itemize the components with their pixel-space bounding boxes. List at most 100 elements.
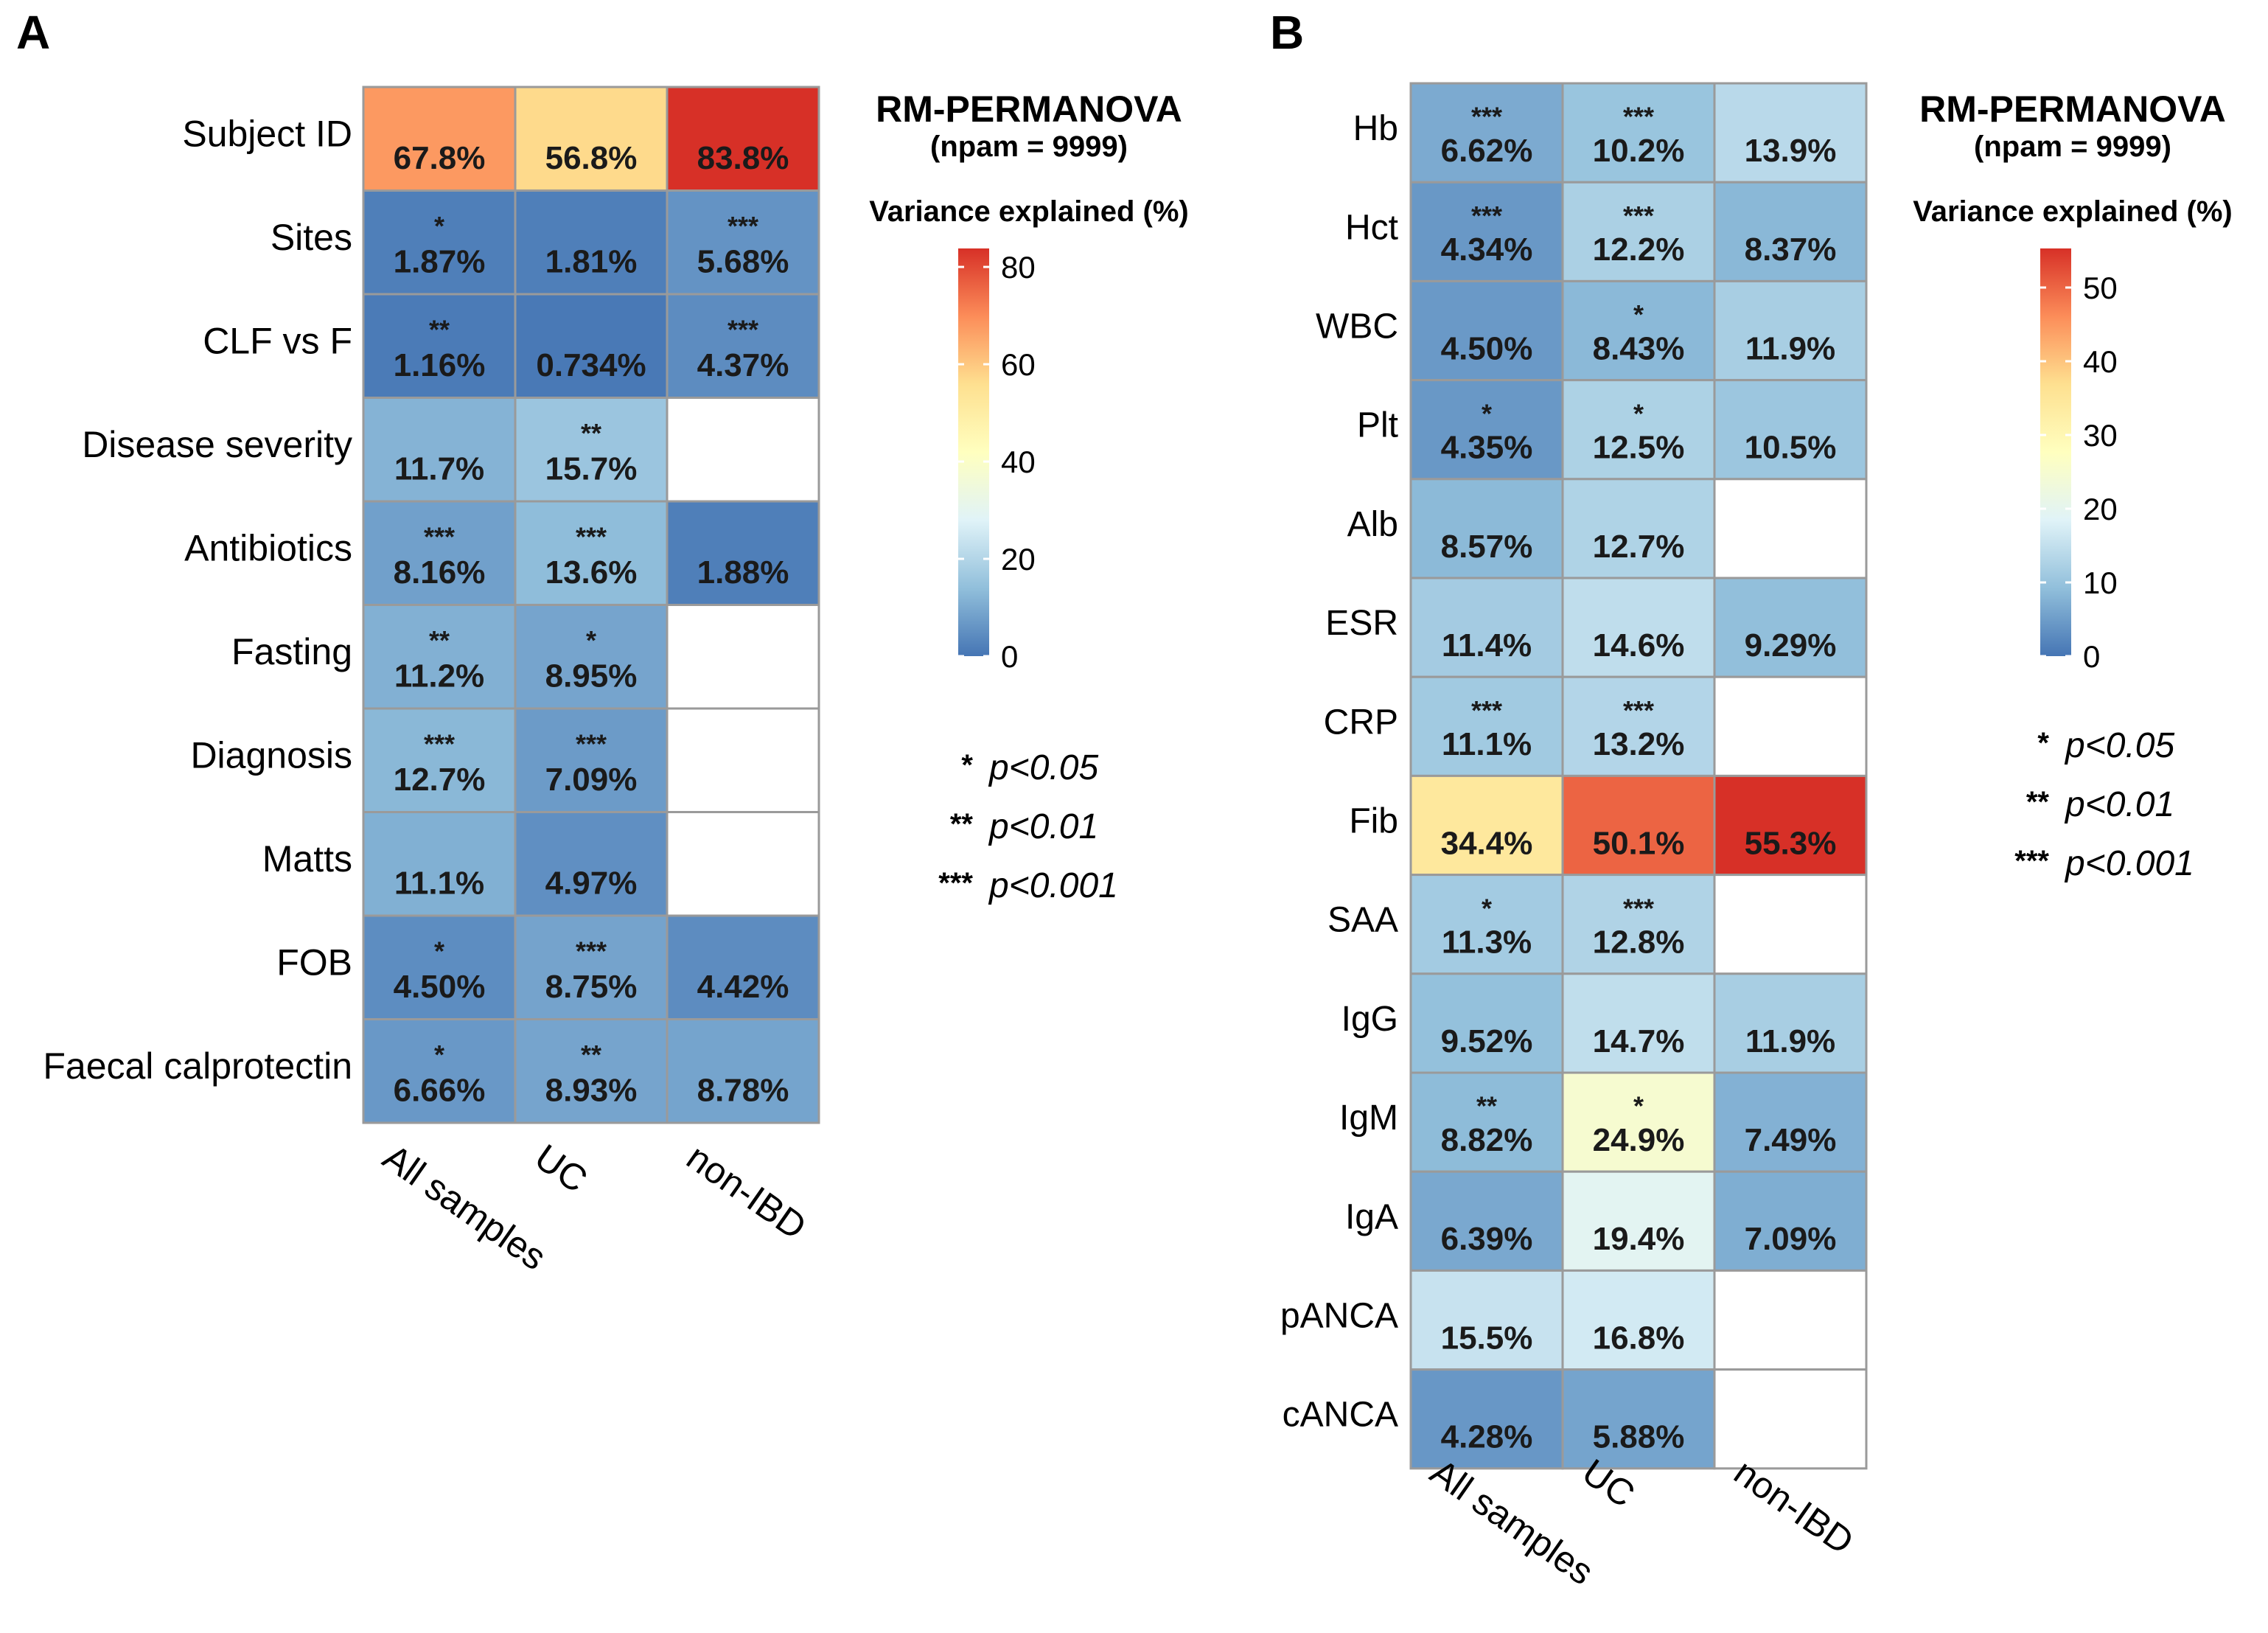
significance-stars: * <box>1633 299 1644 330</box>
cell-value-label: 12.8% <box>1593 925 1685 961</box>
significance-stars: * <box>586 625 596 655</box>
heatmap-cell <box>1713 675 1868 777</box>
significance-stars: *** <box>1623 893 1654 923</box>
row-label: Faecal calprotectin <box>43 1045 352 1087</box>
cell-value-label: 11.9% <box>1745 1023 1835 1059</box>
heatmap-cell <box>1713 379 1868 481</box>
p-legend-stars: * <box>2037 727 2049 759</box>
row-label: SAA <box>1327 901 1398 940</box>
heatmap-cell <box>1713 1071 1868 1173</box>
cell-value-label: 83.8% <box>697 140 789 176</box>
cell-value-label: 6.62% <box>1441 133 1533 169</box>
heatmap-cell <box>514 914 669 1020</box>
chart-subtitle: (npam = 9999) <box>1974 130 2171 163</box>
cell-value-label: 6.39% <box>1441 1221 1533 1257</box>
heatmap-cell <box>666 914 820 1020</box>
panel-b: B 6.62%***10.2%***13.9%4.34%***12.2%***8… <box>1270 6 2233 1593</box>
cell-value-label: 10.5% <box>1745 430 1837 466</box>
cell-value-label: 11.3% <box>1442 925 1532 961</box>
row-label: Fib <box>1349 802 1398 841</box>
heatmap-cell <box>1561 82 1716 184</box>
legend-title: Variance explained (%) <box>1913 195 2233 228</box>
significance-stars: * <box>1482 893 1492 923</box>
cell-value-label: 12.5% <box>1593 430 1685 466</box>
significance-stars: *** <box>424 728 455 759</box>
cell-value-label: 5.68% <box>697 243 789 279</box>
row-label: Antibiotics <box>184 527 352 568</box>
row-label: IgA <box>1345 1197 1398 1236</box>
colorbar-tick-label: 80 <box>1001 250 1036 285</box>
heatmap-cell <box>1713 181 1868 282</box>
heatmap-cell <box>666 189 820 296</box>
significance-stars: * <box>434 211 444 241</box>
panel-letter: A <box>16 6 50 59</box>
heatmap-cell <box>1561 379 1716 481</box>
cell-value-label: 4.35% <box>1441 430 1533 466</box>
heatmap-cell <box>1713 279 1868 382</box>
significance-stars: *** <box>1471 102 1502 132</box>
heatmap-cell <box>666 707 820 813</box>
cell-value-label: 11.1% <box>394 865 484 901</box>
heatmap-cell <box>362 500 517 606</box>
row-labels: Subject ID Sites CLF vs F Disease severity A… <box>43 113 352 1087</box>
chart-title: RM-PERMANOVA <box>1919 88 2226 130</box>
row-label: Alb <box>1347 505 1398 544</box>
cell-value-label: 11.9% <box>1745 330 1835 366</box>
heatmap-cell <box>1561 1071 1716 1173</box>
cell-value-label: 8.75% <box>545 969 638 1005</box>
cell-value-label: 8.16% <box>394 554 486 591</box>
row-label: IgG <box>1341 1000 1398 1039</box>
cell-value-label: 0.734% <box>536 347 646 383</box>
significance-stars: ** <box>581 418 601 448</box>
cell-value-label: 8.57% <box>1441 529 1533 565</box>
significance-stars: *** <box>576 728 607 759</box>
heatmap-cell <box>362 86 517 192</box>
significance-stars: ** <box>581 1040 601 1070</box>
p-value-legend: * p<0.05 ** p<0.01 *** p<0.001 <box>2014 726 2194 883</box>
heatmap-cell <box>1409 478 1564 579</box>
colorbar-tick-label: 0 <box>1001 639 1018 674</box>
cell-value-label: 13.9% <box>1745 133 1837 169</box>
cell-value-label: 4.37% <box>697 347 789 383</box>
heatmap-cell <box>1713 1368 1868 1470</box>
colorbar-tick-label: 0 <box>2083 639 2100 674</box>
row-label: Subject ID <box>182 113 352 154</box>
p-legend-stars: ** <box>2026 786 2050 818</box>
heatmap-cell <box>1561 972 1716 1074</box>
colorbar-tick-label: 20 <box>2083 492 2118 526</box>
cell-value-label: 56.8% <box>545 140 638 176</box>
cell-value-label: 8.93% <box>545 1072 638 1108</box>
significance-stars: *** <box>576 521 607 551</box>
cell-value-label: 12.7% <box>394 762 486 798</box>
cell-value-label: 11.1% <box>1442 726 1532 762</box>
cell-value-label: 7.49% <box>1745 1122 1837 1158</box>
heatmap-cell <box>1561 1269 1716 1371</box>
heatmap-cell <box>514 604 669 710</box>
colorbar-tick-label: 40 <box>2083 344 2118 379</box>
heatmap-cell <box>1409 279 1564 382</box>
row-label: IgM <box>1339 1098 1398 1138</box>
cell-value-label: 4.50% <box>394 969 486 1005</box>
heatmap-cell <box>1409 774 1564 877</box>
cell-value-label: 34.4% <box>1441 825 1533 861</box>
heatmap-cell <box>1409 972 1564 1074</box>
significance-stars: ** <box>429 625 450 655</box>
heatmap-cell <box>666 1018 820 1124</box>
heatmap-cell <box>514 811 669 917</box>
cell-value-label: 1.16% <box>394 347 486 383</box>
cell-value-label: 4.97% <box>545 865 638 901</box>
colorbar-tick-label: 60 <box>1001 347 1036 382</box>
cell-value-label: 8.37% <box>1745 231 1837 268</box>
significance-stars: *** <box>1471 201 1502 231</box>
cell-value-label: 55.3% <box>1745 825 1837 861</box>
cell-value-label: 15.5% <box>1441 1320 1533 1356</box>
cell-value-label: 10.2% <box>1593 133 1685 169</box>
row-label: Matts <box>262 838 352 880</box>
heatmap-cell <box>1713 478 1868 579</box>
cell-value-label: 19.4% <box>1593 1221 1685 1257</box>
column-label: All samples <box>376 1136 554 1278</box>
colorbar-tick-label: 20 <box>1001 542 1036 577</box>
significance-stars: ** <box>429 314 450 344</box>
